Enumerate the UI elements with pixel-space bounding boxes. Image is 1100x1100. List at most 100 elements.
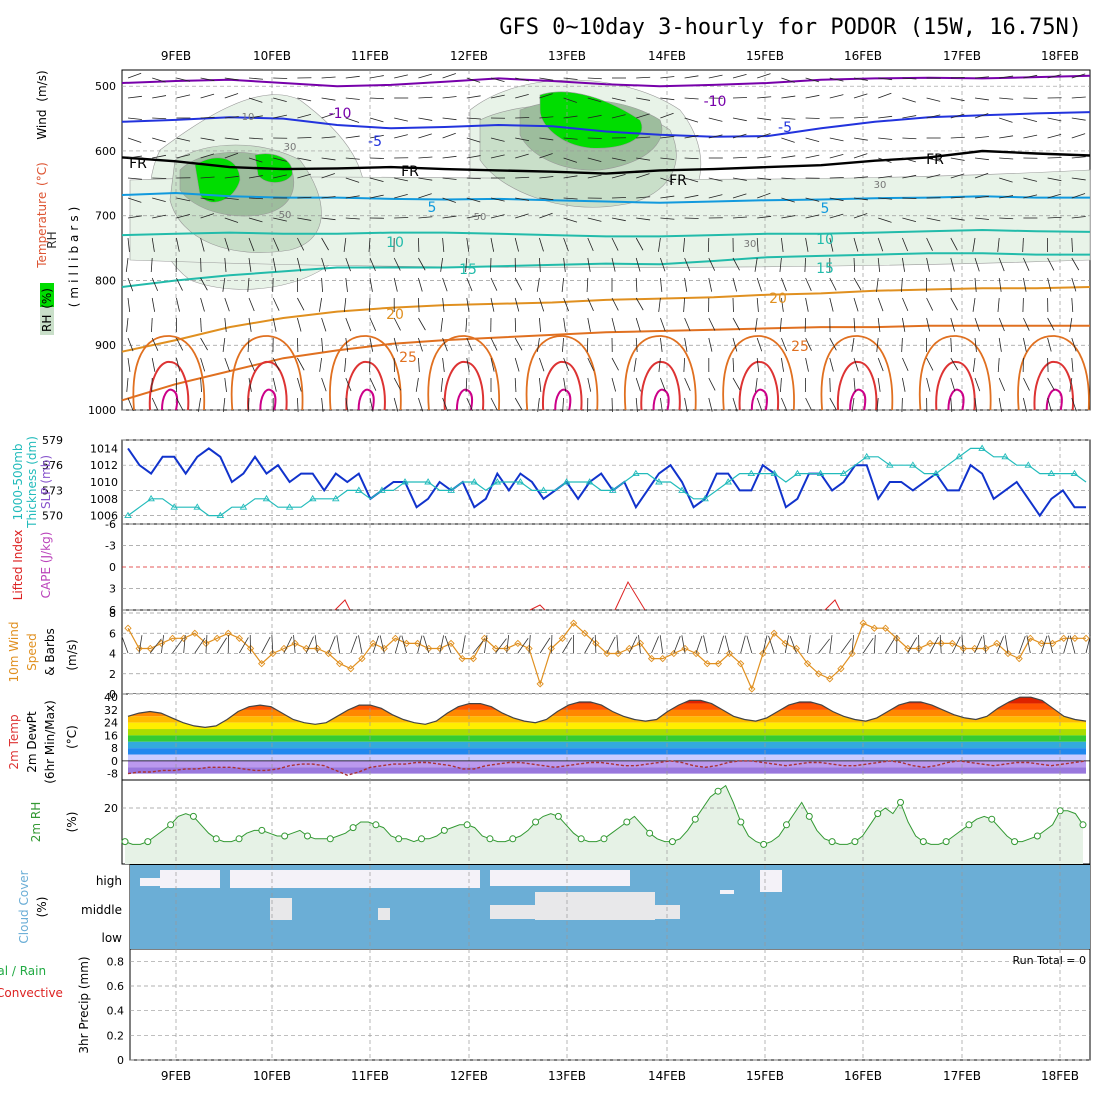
wind-barb-10m [1004, 635, 1009, 654]
wind-barb [440, 317, 443, 332]
wind-barb [539, 93, 553, 99]
wind-barb [345, 377, 352, 392]
wind-barb [683, 357, 685, 373]
warm-contour-outer [918, 335, 992, 411]
isotherm-label: -5 [368, 134, 382, 150]
wind-barb [1071, 177, 1086, 181]
wind-barb-10m [584, 637, 594, 654]
rh-marker [167, 821, 175, 829]
wind-barb [343, 297, 347, 312]
wind-barb-10m [784, 635, 790, 654]
wind-barb [732, 193, 747, 199]
wind-barb [926, 114, 941, 119]
wind-speed-line [127, 622, 1086, 691]
wind-barb [757, 177, 772, 181]
wind-barb-10m [594, 634, 597, 654]
wind-barb [805, 277, 812, 291]
rh-marker [212, 835, 220, 843]
wind-barb-10m [951, 636, 961, 654]
wind-barb [999, 75, 1014, 79]
wind-barb-10m [768, 635, 775, 654]
wind-barb [345, 117, 360, 123]
wind-barb [418, 337, 423, 352]
wind-speed-marker [413, 639, 422, 648]
wind-barb [466, 155, 481, 159]
wind-barb [418, 216, 433, 219]
warm-contour [935, 360, 976, 411]
wind-barb [514, 377, 517, 393]
thickness-marker [932, 469, 940, 477]
wind-barb-10m [659, 635, 664, 654]
wind-barb [781, 155, 796, 159]
isotherm-label: FR [401, 164, 419, 180]
ylabel-pressure: (millibars) [67, 203, 81, 308]
wind-barb [877, 317, 881, 332]
wind-barb [539, 297, 545, 312]
wind-barb [321, 257, 327, 272]
isotherm-label: 10 [386, 235, 404, 251]
wind-barb [127, 197, 142, 203]
wind-tick: 8 [109, 607, 116, 620]
wind-barb-10m [517, 638, 529, 654]
wind-barb [851, 337, 855, 352]
date-label-top: 13FEB [548, 49, 586, 63]
wind-barb [539, 116, 554, 119]
wind-barb [345, 97, 360, 100]
wind-barb [660, 76, 675, 79]
wind-barb [247, 277, 250, 292]
wind-barb [321, 76, 336, 79]
wind-barb [1023, 117, 1038, 123]
thickness-tick: 573 [42, 484, 63, 497]
wind-barb [248, 257, 252, 272]
wind-barb [1023, 177, 1038, 182]
rh-marker [988, 815, 996, 823]
wind-barb [369, 194, 384, 199]
wind-barb [684, 177, 699, 183]
wind-barb [344, 357, 347, 372]
wind-barb [200, 237, 205, 252]
wind-barb [539, 212, 553, 219]
thickness-tick: 570 [42, 510, 63, 523]
wind-barb [321, 277, 323, 292]
wind-barb [633, 357, 637, 372]
wind-barb [902, 77, 917, 80]
wind-barb [587, 217, 602, 222]
wind-barb [248, 115, 263, 119]
wind-barb [248, 175, 263, 179]
wind-barb [684, 397, 688, 412]
wind-barb [345, 317, 352, 332]
wind-barb-10m [616, 635, 619, 654]
wind-barb-10m [239, 637, 249, 654]
wind-barb [224, 317, 227, 332]
wind-barb [732, 216, 747, 219]
wind-barb [781, 397, 788, 412]
date-label-bottom: 13FEB [548, 1069, 586, 1083]
wind-barb [297, 113, 312, 119]
wind-speed-marker [737, 660, 745, 668]
wind-barb [635, 317, 641, 332]
rh-marker [851, 838, 859, 846]
wind-barb [851, 397, 855, 412]
wind-barb [732, 337, 738, 352]
wind-barb [200, 93, 215, 99]
wind-barb [999, 177, 1013, 183]
wind-barb [781, 77, 795, 83]
date-label-top: 12FEB [450, 49, 488, 63]
wind-barb [1071, 73, 1086, 79]
wind-barb [418, 133, 432, 139]
wind-barb [732, 156, 748, 159]
wind-barb [297, 397, 299, 413]
wind-barb [200, 77, 215, 82]
wind-barb [418, 156, 433, 159]
wind-barb [878, 77, 893, 81]
wind-barb [563, 97, 577, 103]
wind-barb [442, 397, 448, 412]
wind-barb [272, 357, 280, 371]
wind-barb [394, 117, 408, 122]
wind-barb [151, 337, 159, 351]
wind-barb [636, 76, 651, 79]
precip-tick: 0.8 [107, 955, 125, 968]
rh-tick: 20 [104, 802, 118, 815]
wind-barb [611, 377, 617, 392]
rh-marker [554, 812, 562, 820]
